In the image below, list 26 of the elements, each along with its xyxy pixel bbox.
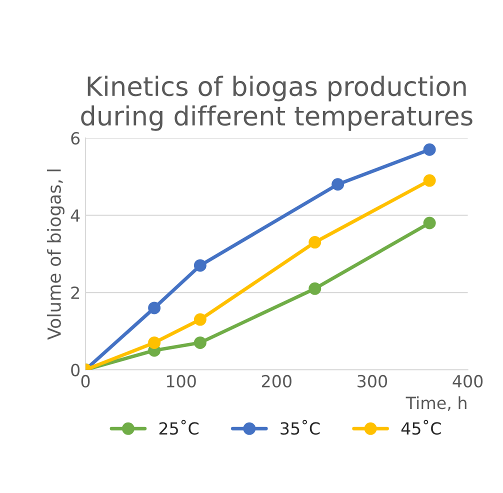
point <box>194 259 206 272</box>
point <box>423 143 436 156</box>
y-tick-label: 4 <box>70 209 80 222</box>
point <box>332 178 344 191</box>
legend-label: 35˚C <box>280 420 320 435</box>
point <box>423 174 436 187</box>
y-tick-label: 0 <box>71 364 80 376</box>
point <box>423 216 436 230</box>
y-tick-label: 2 <box>71 286 79 299</box>
point <box>308 236 322 249</box>
chart-title: Kinetics of biogas production during different temperatures <box>81 76 472 131</box>
y-axis-title: Volume of biogas, l <box>47 170 64 340</box>
x-tick-label: 0 <box>81 374 90 388</box>
x-tick-label: 300 <box>358 374 388 388</box>
point <box>148 336 161 349</box>
y-tick-label: 6 <box>71 132 80 145</box>
point <box>194 336 206 349</box>
legend-label: 45˚C <box>401 420 441 435</box>
x-tick-label: 200 <box>262 374 292 388</box>
point <box>148 302 161 314</box>
legend-label: 25˚C <box>159 420 198 435</box>
x-tick-label: 400 <box>452 374 483 388</box>
point <box>308 282 322 295</box>
x-tick-label: 100 <box>167 374 196 388</box>
point <box>194 313 206 326</box>
x-axis-title: Time, h <box>406 396 466 411</box>
